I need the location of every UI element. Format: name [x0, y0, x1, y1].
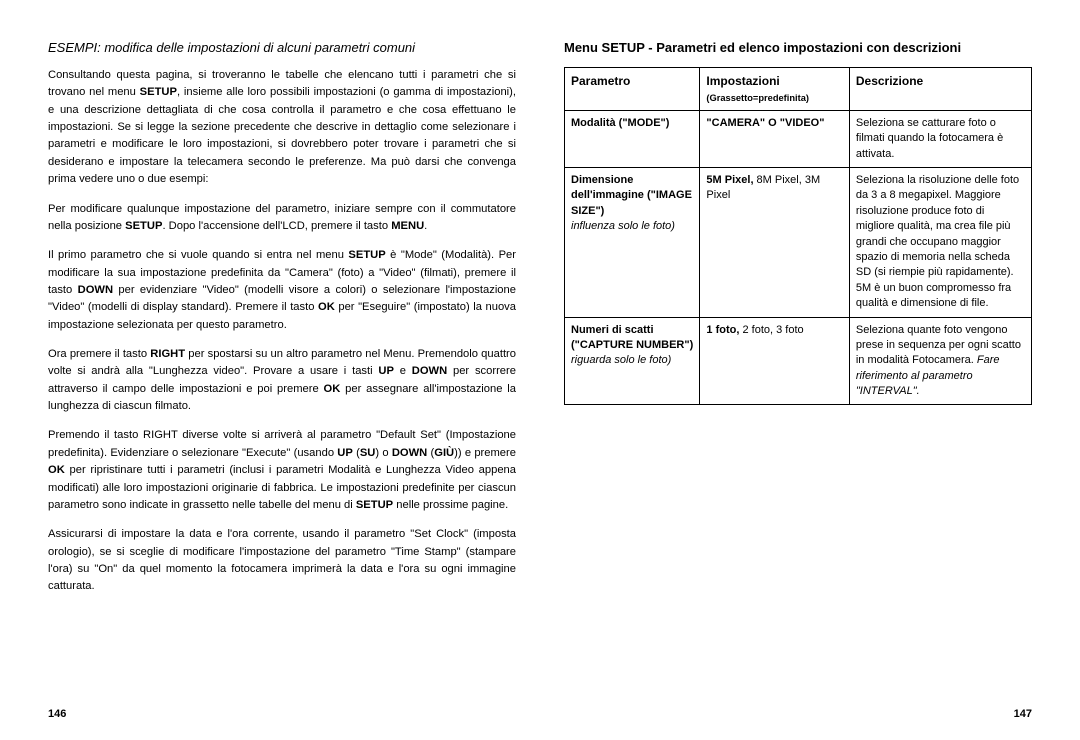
table-header-row: Parametro Impostazioni (Grassetto=predef… — [565, 68, 1032, 111]
t: Modalità ("MODE") — [571, 117, 669, 129]
t: DOWN — [392, 447, 427, 459]
cell-impostazioni: 1 foto, 2 foto, 3 foto — [700, 317, 849, 405]
t: DOWN — [78, 284, 113, 296]
t: e — [394, 365, 412, 377]
t: 2 foto, 3 foto — [739, 324, 803, 336]
t: OK — [324, 383, 341, 395]
table-row: Numeri di scatti ("CAPTURE NUMBER") rigu… — [565, 317, 1032, 405]
cell-parametro: Numeri di scatti ("CAPTURE NUMBER") rigu… — [565, 317, 700, 405]
t: UP — [378, 365, 394, 377]
col-impostazioni: Impostazioni (Grassetto=predefinita) — [700, 68, 849, 111]
para-1: Consultando questa pagina, si troveranno… — [48, 67, 516, 189]
t: Impostazioni — [706, 74, 779, 88]
t: 5M Pixel, — [706, 174, 753, 186]
table-row: Dimensione dell'immagine ("IMAGE SIZE") … — [565, 167, 1032, 317]
cell-descrizione: Seleziona la risoluzione delle foto da 3… — [849, 167, 1031, 317]
t: nelle prossime pagine. — [393, 499, 508, 511]
cell-italic-note: influenza solo le foto) — [571, 220, 675, 232]
col-descrizione: Descrizione — [849, 68, 1031, 111]
t: DOWN — [412, 365, 447, 377]
t: GIÙ — [434, 447, 454, 459]
t: OK — [48, 464, 65, 476]
t: RIGHT — [150, 348, 185, 360]
t: . — [424, 220, 427, 232]
t: 1 foto, — [706, 324, 739, 336]
table-row: Modalità ("MODE") "CAMERA" O "VIDEO" Sel… — [565, 110, 1032, 167]
parameters-table: Parametro Impostazioni (Grassetto=predef… — [564, 67, 1032, 405]
para-6: Assicurarsi di impostare la data e l'ora… — [48, 526, 516, 595]
t: Ora premere il tasto — [48, 348, 150, 360]
left-heading: ESEMPI: modifica delle impostazioni di a… — [48, 40, 516, 55]
page-spread: ESEMPI: modifica delle impostazioni di a… — [0, 0, 1080, 740]
right-page: Menu SETUP - Parametri ed elenco imposta… — [540, 40, 1050, 720]
t: MENU — [391, 220, 424, 232]
cell-impostazioni: "CAMERA" O "VIDEO" — [700, 110, 849, 167]
t: ( — [353, 447, 360, 459]
para-2: Per modificare qualunque impostazione de… — [48, 201, 516, 236]
t: )) e premere — [454, 447, 516, 459]
t: Il primo parametro che si vuole quando s… — [48, 249, 348, 261]
right-heading: Menu SETUP - Parametri ed elenco imposta… — [564, 40, 1032, 55]
col-parametro: Parametro — [565, 68, 700, 111]
cell-descrizione: Seleziona quante foto vengono prese in s… — [849, 317, 1031, 405]
cell-italic-note: riguarda solo le foto) — [571, 354, 671, 366]
t: UP — [337, 447, 353, 459]
left-page: ESEMPI: modifica delle impostazioni di a… — [30, 40, 540, 720]
t: SETUP — [348, 249, 385, 261]
page-number-right: 147 — [564, 708, 1032, 720]
t: Numeri di scatti ("CAPTURE NUMBER") — [571, 324, 693, 351]
t: SU — [360, 447, 376, 459]
t: "CAMERA" O "VIDEO" — [706, 117, 824, 129]
t: SETUP — [125, 220, 162, 232]
cell-descrizione: Seleziona se catturare foto o filmati qu… — [849, 110, 1031, 167]
t: SETUP — [140, 86, 177, 98]
t: ) o — [375, 447, 391, 459]
para-4: Ora premere il tasto RIGHT per spostarsi… — [48, 346, 516, 415]
t: SETUP — [356, 499, 393, 511]
cell-parametro: Dimensione dell'immagine ("IMAGE SIZE") … — [565, 167, 700, 317]
t: , insieme alle loro possibili impostazio… — [48, 86, 516, 185]
t: Dimensione dell'immagine ("IMAGE SIZE") — [571, 174, 692, 217]
cell-impostazioni: 5M Pixel, 8M Pixel, 3M Pixel — [700, 167, 849, 317]
header-subtext: (Grassetto=predefinita) — [706, 92, 842, 105]
para-5: Premendo il tasto RIGHT diverse volte si… — [48, 427, 516, 514]
t: OK — [318, 301, 335, 313]
cell-parametro: Modalità ("MODE") — [565, 110, 700, 167]
page-number-left: 146 — [48, 708, 516, 720]
para-3: Il primo parametro che si vuole quando s… — [48, 247, 516, 334]
t: . Dopo l'accensione dell'LCD, premere il… — [162, 220, 391, 232]
